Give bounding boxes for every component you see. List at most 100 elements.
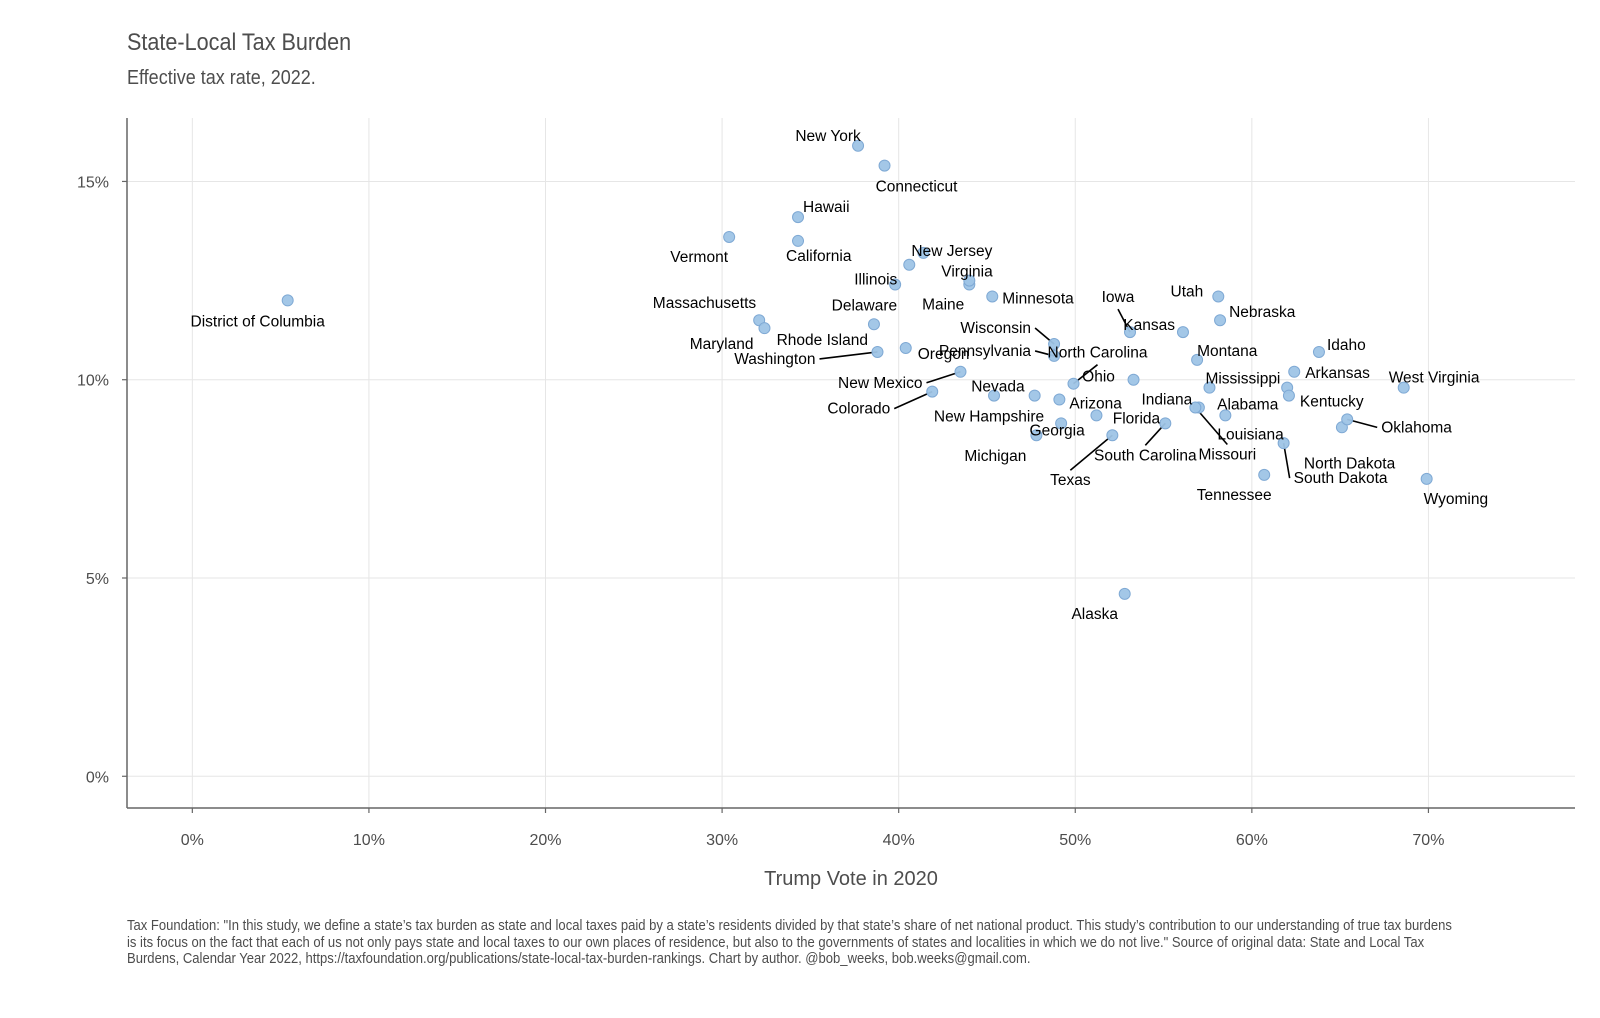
data-point bbox=[1030, 429, 1043, 442]
point-label: Ohio bbox=[1082, 369, 1115, 386]
point-label: Vermont bbox=[670, 249, 728, 266]
data-point bbox=[792, 211, 805, 224]
point-label: Virginia bbox=[941, 264, 993, 281]
data-point bbox=[1341, 413, 1354, 426]
data-point bbox=[986, 290, 999, 303]
point-label: District of Columbia bbox=[191, 313, 326, 330]
point-label: Washington bbox=[734, 351, 815, 368]
point-label: Hawaii bbox=[803, 199, 850, 216]
data-point bbox=[1028, 389, 1041, 402]
data-point bbox=[792, 234, 805, 247]
point-label: Utah bbox=[1171, 283, 1204, 300]
point-label: Kentucky bbox=[1300, 394, 1364, 411]
point-label: Minnesota bbox=[1002, 290, 1074, 307]
data-point bbox=[1219, 409, 1232, 422]
point-label: Pennsylvania bbox=[939, 343, 1032, 360]
x-tick-label: 70% bbox=[1412, 832, 1444, 849]
point-label: Illinois bbox=[854, 272, 897, 289]
point-label: Texas bbox=[1050, 472, 1091, 489]
data-point bbox=[1282, 389, 1295, 402]
data-point bbox=[903, 258, 916, 271]
point-label: Wyoming bbox=[1424, 491, 1488, 508]
data-point bbox=[1212, 290, 1225, 303]
data-point bbox=[867, 318, 880, 331]
point-label: Oregon bbox=[918, 346, 970, 363]
data-point bbox=[1053, 393, 1066, 406]
point-label: New Jersey bbox=[911, 243, 992, 260]
x-tick-label: 0% bbox=[181, 832, 204, 849]
leader-line bbox=[893, 390, 933, 410]
data-point bbox=[899, 342, 912, 354]
point-label: Maryland bbox=[690, 336, 754, 353]
point-label: New Hampshire bbox=[934, 409, 1044, 426]
data-point bbox=[1124, 326, 1137, 339]
point-label: Arkansas bbox=[1305, 365, 1370, 382]
data-point bbox=[758, 322, 771, 335]
chart-caption: Tax Foundation: "In this study, we defin… bbox=[127, 918, 1452, 967]
point-label: Alaska bbox=[1071, 606, 1118, 623]
point-label: Colorado bbox=[827, 401, 890, 418]
point-label: Delaware bbox=[832, 298, 897, 315]
point-label: Louisiana bbox=[1217, 426, 1284, 443]
point-labels: District of Columbia Vermont Massachusetts… bbox=[191, 128, 1489, 623]
point-label: Tennessee bbox=[1197, 487, 1272, 504]
point-label: West Virginia bbox=[1389, 370, 1480, 387]
x-tick-label: 60% bbox=[1236, 832, 1268, 849]
point-label: Missouri bbox=[1198, 446, 1256, 463]
leader-line bbox=[1194, 406, 1228, 446]
point-label: Maine bbox=[922, 297, 964, 314]
point-label: Oklahoma bbox=[1381, 419, 1452, 436]
point-label: Alabama bbox=[1217, 397, 1279, 414]
x-tick-label: 10% bbox=[353, 832, 385, 849]
data-point bbox=[963, 274, 976, 287]
data-point bbox=[926, 385, 939, 398]
data-point bbox=[1118, 587, 1131, 600]
point-label: Rhode Island bbox=[777, 332, 868, 349]
data-point bbox=[871, 345, 884, 358]
point-label: Arizona bbox=[1069, 396, 1122, 413]
data-point bbox=[878, 159, 891, 172]
data-point bbox=[954, 365, 967, 378]
point-label: Wisconsin bbox=[960, 320, 1031, 337]
data-points bbox=[281, 139, 1433, 600]
point-label: Florida bbox=[1113, 410, 1161, 427]
point-label: Indiana bbox=[1141, 391, 1192, 408]
point-label: California bbox=[786, 248, 852, 265]
data-point bbox=[1191, 353, 1204, 366]
x-tick-label: 30% bbox=[706, 832, 738, 849]
point-label: Georgia bbox=[1030, 422, 1086, 439]
x-tick-label: 20% bbox=[529, 832, 561, 849]
point-label: North Dakota bbox=[1304, 455, 1396, 472]
point-label: Iowa bbox=[1102, 289, 1135, 306]
y-tick-label: 15% bbox=[77, 174, 109, 191]
data-point bbox=[1277, 437, 1290, 450]
point-label: Nevada bbox=[971, 379, 1025, 396]
data-point bbox=[723, 230, 736, 243]
data-point bbox=[988, 389, 1001, 402]
point-label: Mississippi bbox=[1205, 371, 1280, 388]
axes bbox=[122, 118, 1575, 813]
point-label: South Dakota bbox=[1294, 470, 1388, 487]
data-point bbox=[1067, 377, 1080, 390]
data-point bbox=[281, 294, 294, 307]
data-point bbox=[1048, 349, 1061, 362]
point-label: Massachusetts bbox=[653, 295, 757, 312]
data-point bbox=[1189, 401, 1202, 414]
point-label: Montana bbox=[1197, 343, 1258, 360]
point-label: Michigan bbox=[964, 448, 1026, 465]
x-tick-label: 50% bbox=[1059, 832, 1091, 849]
leader-line bbox=[819, 351, 878, 360]
chart-subtitle: Effective tax rate, 2022. bbox=[127, 67, 316, 89]
data-point bbox=[1176, 326, 1189, 339]
data-point bbox=[1159, 417, 1172, 430]
point-label: South Carolina bbox=[1094, 447, 1197, 464]
data-point bbox=[852, 139, 865, 152]
y-tick-label: 10% bbox=[77, 373, 109, 390]
data-point bbox=[1048, 338, 1061, 351]
leader-line bbox=[1069, 434, 1113, 471]
point-label: Idaho bbox=[1327, 337, 1366, 354]
point-label: North Carolina bbox=[1048, 345, 1148, 362]
data-point bbox=[1090, 409, 1103, 422]
data-point bbox=[1055, 417, 1068, 430]
